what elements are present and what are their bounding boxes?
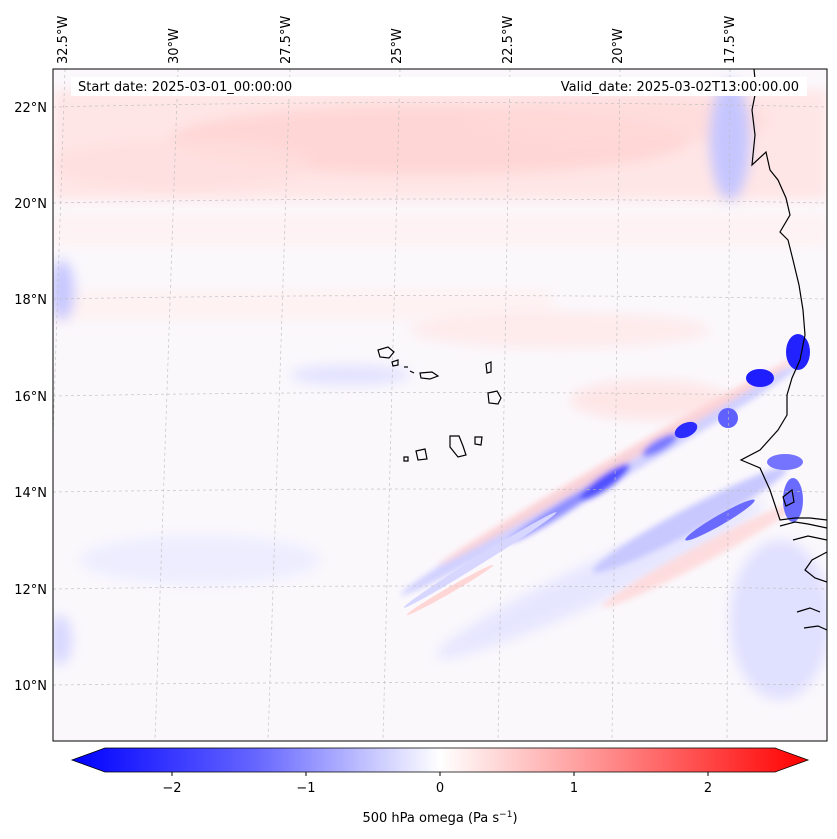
lon-label: 25°W [390, 28, 405, 64]
map-panel: Start date: 2025-03-01_00:00:00 Valid_da… [53, 69, 827, 741]
lon-label: 27.5°W [279, 16, 294, 64]
graticule [53, 69, 827, 741]
lat-label: 16°N [14, 390, 47, 405]
lon-label: 22.5°W [501, 16, 516, 64]
lat-label: 20°N [14, 197, 47, 212]
longitude-labels: 32.5°W 30°W 27.5°W 25°W 22.5°W 20°W 17.5… [56, 16, 738, 64]
lon-label: 20°W [611, 28, 626, 64]
colorbar-tick-label: −1 [296, 781, 315, 796]
colorbar-tick-label: 0 [436, 781, 444, 796]
lon-label: 30°W [167, 28, 182, 64]
lon-label: 32.5°W [56, 16, 71, 64]
lon-label: 17.5°W [723, 16, 738, 64]
latitude-labels: 22°N 20°N 18°N 16°N 14°N 12°N 10°N [14, 101, 47, 694]
colorbar-ticks [171, 772, 709, 776]
start-date-label: Start date: 2025-03-01_00:00:00 [78, 80, 292, 95]
lat-label: 22°N [14, 101, 47, 116]
colorbar-tick-label: −2 [162, 781, 181, 796]
lat-label: 18°N [14, 293, 47, 308]
lat-label: 10°N [14, 679, 47, 694]
colorbar-label: 500 hPa omega (Pa s−1) [362, 810, 517, 826]
cape-verde-islands [377, 346, 502, 462]
map-frame [52, 68, 828, 742]
omega-field-weak-negative [53, 80, 827, 700]
map-header: Start date: 2025-03-01_00:00:00 Valid_da… [71, 77, 807, 96]
valid-date-label: Valid_date: 2025-03-02T13:00:00.00 [561, 80, 799, 95]
colorbar-body [70, 747, 810, 773]
omega-field-diagonal-band [400, 334, 810, 616]
colorbar-tick-label: 2 [704, 781, 712, 796]
lat-label: 12°N [14, 583, 47, 598]
colorbar: −2 −1 0 1 2 500 hPa omega (Pa s−1) [70, 747, 810, 826]
omega-field-north-positive [53, 90, 827, 420]
lat-label: 14°N [14, 486, 47, 501]
african-coastline [739, 69, 827, 631]
colorbar-tick-label: 1 [570, 781, 578, 796]
